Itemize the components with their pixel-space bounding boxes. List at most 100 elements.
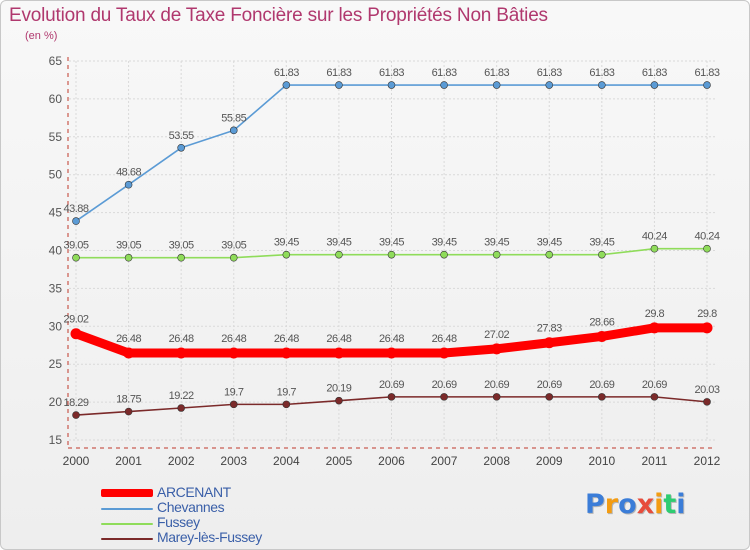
data-label-marey-l-s-fussey: 18.75 xyxy=(116,394,141,406)
y-tick-label: 20 xyxy=(49,395,63,409)
data-label-marey-l-s-fussey: 20.69 xyxy=(379,379,404,391)
data-label-chevannes: 61.83 xyxy=(274,67,299,79)
data-point-marey-l-s-fussey xyxy=(545,393,554,401)
data-point-arcenant xyxy=(386,347,397,359)
data-point-marey-l-s-fussey xyxy=(387,393,396,401)
data-point-arcenant xyxy=(438,347,450,359)
data-label-marey-l-s-fussey: 19.22 xyxy=(169,390,194,402)
logo-letter: r xyxy=(604,489,619,520)
data-label-fussey: 39.45 xyxy=(326,237,351,249)
x-tick-label: 2006 xyxy=(378,454,405,468)
data-label-marey-l-s-fussey: 20.69 xyxy=(484,379,509,391)
data-label-chevannes: 61.83 xyxy=(326,67,351,79)
data-point-marey-l-s-fussey xyxy=(282,400,291,409)
legend-swatch xyxy=(101,538,153,540)
data-point-arcenant xyxy=(228,347,240,359)
data-point-chevannes xyxy=(598,81,606,89)
data-point-marey-l-s-fussey xyxy=(335,396,343,405)
data-label-arcenant: 26.48 xyxy=(326,333,351,345)
y-tick-label: 40 xyxy=(49,244,63,258)
data-label-arcenant: 27.83 xyxy=(537,323,562,335)
data-point-arcenant xyxy=(280,347,292,359)
legend-label: ARCENANT xyxy=(157,484,231,500)
x-tick-label: 2009 xyxy=(536,454,563,468)
legend-label: Chevannes xyxy=(157,499,225,515)
x-tick-label: 2003 xyxy=(220,454,247,468)
y-tick-label: 45 xyxy=(49,206,63,220)
y-tick-label: 50 xyxy=(49,168,63,182)
data-point-chevannes xyxy=(229,126,238,135)
data-label-fussey: 39.45 xyxy=(537,237,562,249)
data-point-arcenant xyxy=(333,347,345,359)
x-tick-label: 2005 xyxy=(326,454,353,468)
data-point-chevannes xyxy=(545,81,554,89)
data-point-fussey xyxy=(650,244,659,253)
data-point-chevannes xyxy=(282,81,291,89)
y-tick-label: 15 xyxy=(49,433,63,447)
data-point-fussey xyxy=(387,250,396,259)
data-point-chevannes xyxy=(335,81,343,89)
data-point-chevannes xyxy=(440,81,448,89)
y-tick-label: 25 xyxy=(49,357,63,371)
logo-letter: i xyxy=(654,489,664,520)
data-label-chevannes: 53.55 xyxy=(169,130,194,142)
data-point-fussey xyxy=(440,250,448,259)
unit-label: (en %) xyxy=(25,30,58,42)
data-point-marey-l-s-fussey xyxy=(598,393,606,401)
line-chart: 15 20 25 30 35 40 45 50 55 60 65 2000 2001 2002 2003 20… xyxy=(49,54,721,468)
data-label-chevannes: 43.88 xyxy=(63,203,88,215)
y-tick-label: 65 xyxy=(49,54,63,68)
data-label-fussey: 39.45 xyxy=(379,237,404,249)
data-point-fussey xyxy=(229,253,238,262)
legend-swatch xyxy=(101,523,153,525)
data-label-fussey: 39.45 xyxy=(274,237,299,249)
data-point-arcenant xyxy=(701,322,713,334)
y-tick-label: 55 xyxy=(49,130,63,144)
data-point-arcenant xyxy=(175,347,187,359)
legend-label: Fussey xyxy=(157,514,200,530)
y-tick-label: 35 xyxy=(49,281,63,295)
data-point-marey-l-s-fussey xyxy=(72,411,80,419)
data-point-fussey xyxy=(282,250,291,259)
data-point-marey-l-s-fussey xyxy=(229,400,238,409)
x-tick-label: 2012 xyxy=(694,454,721,468)
data-point-arcenant xyxy=(543,337,555,349)
data-label-marey-l-s-fussey: 18.29 xyxy=(63,397,88,409)
data-label-fussey: 39.05 xyxy=(169,240,194,252)
data-point-fussey xyxy=(177,253,185,262)
data-point-chevannes xyxy=(387,81,396,89)
data-label-chevannes: 61.83 xyxy=(694,67,719,79)
data-label-arcenant: 26.48 xyxy=(432,333,457,345)
data-point-chevannes xyxy=(177,143,185,152)
logo-letter: i xyxy=(676,489,686,520)
data-label-marey-l-s-fussey: 20.69 xyxy=(642,379,667,391)
data-label-chevannes: 61.83 xyxy=(537,67,562,79)
logo-letter: t xyxy=(663,489,677,520)
chart-title: Evolution du Taux de Taxe Foncière sur l… xyxy=(9,5,548,26)
data-label-arcenant: 26.48 xyxy=(221,333,246,345)
data-label-arcenant: 26.48 xyxy=(169,333,194,345)
data-point-fussey xyxy=(72,253,80,262)
data-point-arcenant xyxy=(596,330,608,342)
data-label-arcenant: 27.02 xyxy=(484,329,509,341)
data-point-chevannes xyxy=(124,180,133,189)
data-label-fussey: 39.45 xyxy=(432,237,457,249)
data-label-marey-l-s-fussey: 20.69 xyxy=(589,379,614,391)
data-label-fussey: 39.05 xyxy=(116,240,141,252)
logo-letter: x xyxy=(636,489,655,520)
x-tick-label: 2004 xyxy=(273,454,300,468)
data-label-arcenant: 29.8 xyxy=(697,308,717,320)
data-label-arcenant: 29.02 xyxy=(63,314,88,326)
data-label-chevannes: 61.83 xyxy=(432,67,457,79)
data-point-chevannes xyxy=(72,217,80,225)
data-point-marey-l-s-fussey xyxy=(124,407,133,416)
data-point-fussey xyxy=(335,250,343,259)
x-tick-label: 2002 xyxy=(168,454,195,468)
x-tick-label: 2007 xyxy=(431,454,458,468)
y-tick-label: 30 xyxy=(49,319,63,333)
proxiti-logo: Proxiti xyxy=(585,489,686,520)
data-label-chevannes: 61.83 xyxy=(379,67,404,79)
logo-letter: o xyxy=(618,489,637,520)
data-point-fussey xyxy=(598,250,606,259)
